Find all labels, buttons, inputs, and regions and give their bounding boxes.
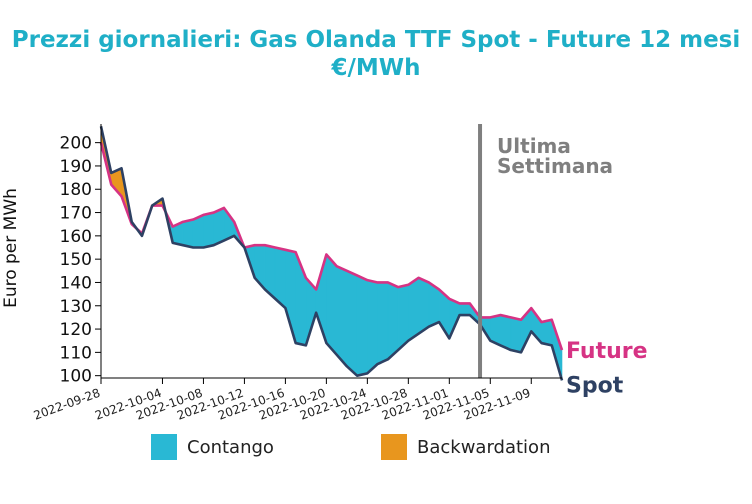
contango-fill <box>326 253 337 356</box>
contango-fill <box>387 281 399 361</box>
contango-fill <box>408 277 419 342</box>
contango-fill <box>367 279 378 375</box>
contango-fill <box>418 277 430 335</box>
contango-fill <box>213 207 225 246</box>
contango-fill <box>510 317 522 353</box>
y-axis-label: Euro per MWh <box>1 188 21 308</box>
contango-fill <box>336 265 348 368</box>
y-tick-label: 190 <box>60 157 92 177</box>
spot-line <box>99 126 564 381</box>
x-axis-ticks: 2022-09-282022-10-042022-10-082022-10-12… <box>32 378 532 423</box>
last-week-label-line2: Settimana <box>497 154 613 178</box>
y-tick-label: 180 <box>60 180 92 200</box>
y-tick-label: 200 <box>60 134 92 154</box>
legend: Contango Backwardation <box>151 434 550 460</box>
legend-swatch-backwardation <box>381 434 407 460</box>
y-tick-label: 110 <box>60 343 92 363</box>
x-tick-label: 2022-09-28 <box>32 386 102 423</box>
y-tick-label: 140 <box>60 273 92 293</box>
y-tick-label: 170 <box>60 204 92 224</box>
y-tick-label: 130 <box>60 297 92 317</box>
future-line <box>99 142 564 351</box>
spot-end-label: Spot <box>566 373 624 398</box>
chart-subtitle: €/MWh <box>330 55 420 81</box>
contango-fill <box>459 303 471 316</box>
legend-label-backwardation: Backwardation <box>417 437 550 458</box>
y-tick-label: 100 <box>60 367 92 387</box>
contango-fill <box>346 270 358 377</box>
series-lines-layer <box>99 126 564 381</box>
contango-fill <box>397 284 409 351</box>
last-week-label-line1: Ultima <box>497 134 571 158</box>
future-end-label: Future <box>566 339 648 364</box>
contango-fill <box>356 275 368 377</box>
chart-title: Prezzi giornalieri: Gas Olanda TTF Spot … <box>12 27 741 53</box>
y-axis-ticks: 100 110 120 130 140 150 160 170 180 190 200 <box>60 134 101 387</box>
contango-fill <box>541 319 553 346</box>
contango-fill <box>182 219 194 248</box>
y-tick-label: 160 <box>60 227 92 247</box>
y-tick-label: 120 <box>60 320 92 340</box>
contango-fill <box>377 282 389 365</box>
legend-label-contango: Contango <box>187 437 274 458</box>
y-tick-label: 150 <box>60 250 92 270</box>
contango-fill <box>203 212 214 248</box>
legend-swatch-contango <box>151 434 177 460</box>
